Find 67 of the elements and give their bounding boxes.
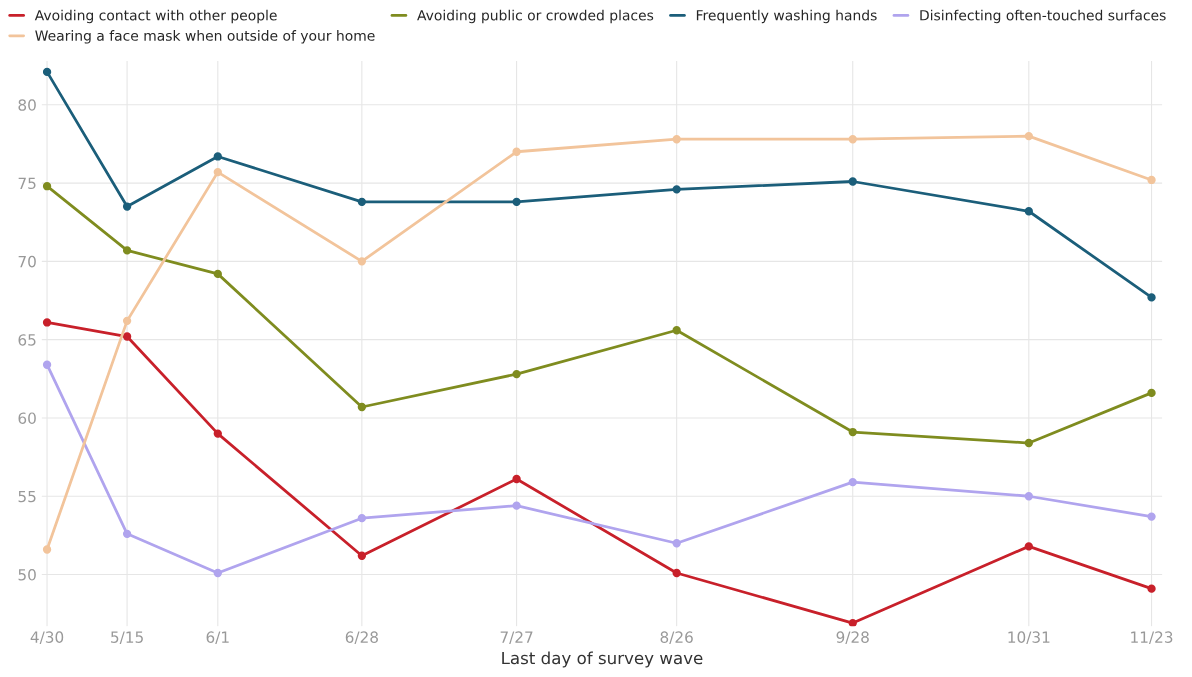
point bbox=[848, 427, 857, 437]
point bbox=[1024, 438, 1033, 448]
point bbox=[848, 177, 857, 186]
legend-label: Avoiding public or crowded places bbox=[417, 9, 654, 24]
y-tick-label: 65 bbox=[18, 334, 36, 346]
x-tick-label: 9/28 bbox=[836, 631, 869, 645]
point bbox=[672, 185, 681, 194]
y-tick-label: 80 bbox=[18, 99, 36, 111]
point bbox=[122, 202, 132, 211]
point bbox=[848, 618, 857, 627]
point bbox=[672, 568, 681, 578]
point bbox=[42, 67, 52, 77]
point bbox=[512, 474, 521, 484]
point bbox=[122, 332, 132, 341]
point bbox=[1147, 512, 1156, 521]
point bbox=[848, 135, 857, 144]
y-tick-label: 55 bbox=[18, 490, 36, 503]
x-tick-label: 6/28 bbox=[345, 631, 378, 645]
point bbox=[512, 501, 521, 510]
point bbox=[357, 257, 367, 266]
y-tick-label: 60 bbox=[18, 412, 36, 424]
point bbox=[512, 197, 521, 207]
point bbox=[1147, 293, 1156, 302]
point bbox=[357, 197, 367, 207]
point bbox=[1147, 388, 1156, 398]
point bbox=[357, 402, 367, 412]
point bbox=[1024, 131, 1033, 141]
point bbox=[357, 551, 367, 560]
legend-label: Wearing a face mask when outside of your home bbox=[35, 30, 375, 44]
point bbox=[213, 269, 222, 279]
point bbox=[848, 477, 857, 487]
x-tick-label: 6/1 bbox=[206, 631, 229, 645]
y-tick-label: 50 bbox=[18, 569, 36, 581]
point bbox=[122, 529, 132, 538]
point bbox=[672, 539, 681, 548]
x-tick-label: 4/30 bbox=[30, 631, 64, 645]
point bbox=[672, 135, 681, 144]
point bbox=[42, 182, 52, 191]
point bbox=[42, 545, 52, 554]
point bbox=[213, 568, 222, 578]
legend-label: Avoiding contact with other people bbox=[34, 9, 277, 24]
point bbox=[512, 369, 521, 379]
point bbox=[1147, 175, 1156, 185]
point bbox=[357, 514, 367, 523]
point bbox=[42, 318, 52, 327]
legend-label: Frequently washing hands bbox=[696, 9, 877, 24]
legend-label: Disinfecting often-touched surfaces bbox=[920, 9, 1166, 24]
x-tick-label: 7/27 bbox=[500, 631, 533, 645]
point bbox=[42, 360, 52, 369]
x-axis-title: Last day of survey wave bbox=[502, 651, 703, 668]
point bbox=[1024, 492, 1033, 501]
point bbox=[1024, 207, 1033, 216]
y-tick-label: 75 bbox=[18, 177, 36, 190]
point bbox=[122, 246, 132, 255]
point bbox=[213, 152, 222, 161]
x-tick-label: 8/26 bbox=[660, 631, 693, 645]
x-tick-label: 5/15 bbox=[111, 631, 143, 645]
point bbox=[1147, 584, 1156, 593]
point bbox=[213, 429, 222, 438]
x-tick-label: 11/23 bbox=[1131, 631, 1173, 645]
y-tick-label: 70 bbox=[18, 255, 36, 268]
point bbox=[122, 316, 132, 326]
x-tick-label: 10/31 bbox=[1008, 631, 1050, 645]
point bbox=[1024, 542, 1033, 551]
point bbox=[213, 167, 222, 177]
point bbox=[512, 147, 521, 156]
point bbox=[672, 326, 681, 335]
